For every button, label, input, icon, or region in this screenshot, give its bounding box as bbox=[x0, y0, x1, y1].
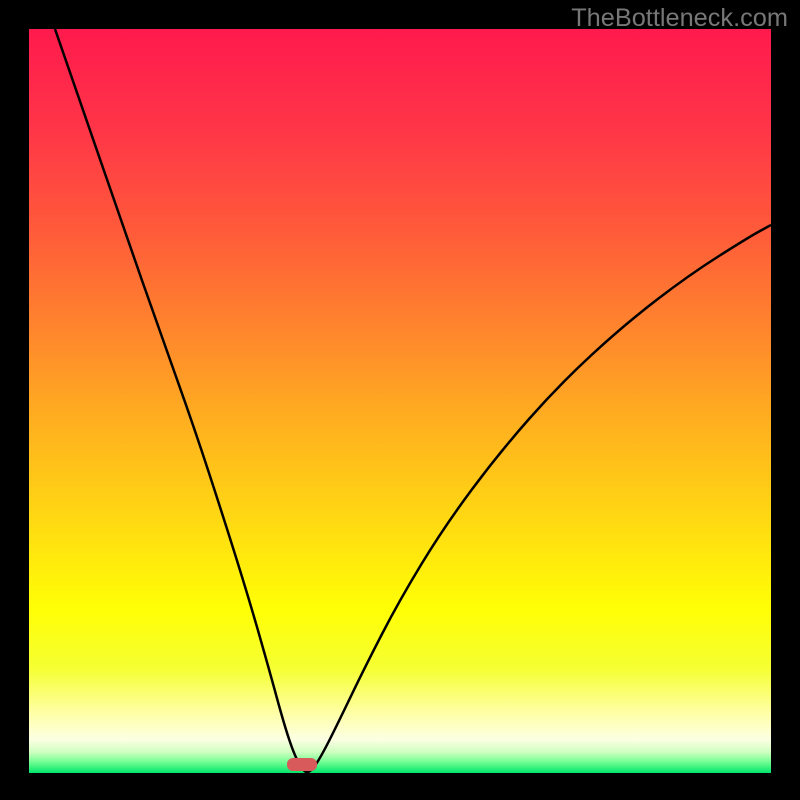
watermark-text: TheBottleneck.com bbox=[571, 4, 788, 33]
figure-canvas: TheBottleneck.com bbox=[0, 0, 800, 800]
gradient-background bbox=[29, 29, 771, 773]
plot-svg bbox=[29, 29, 771, 773]
plot-area bbox=[29, 29, 771, 773]
minimum-marker bbox=[287, 758, 317, 771]
